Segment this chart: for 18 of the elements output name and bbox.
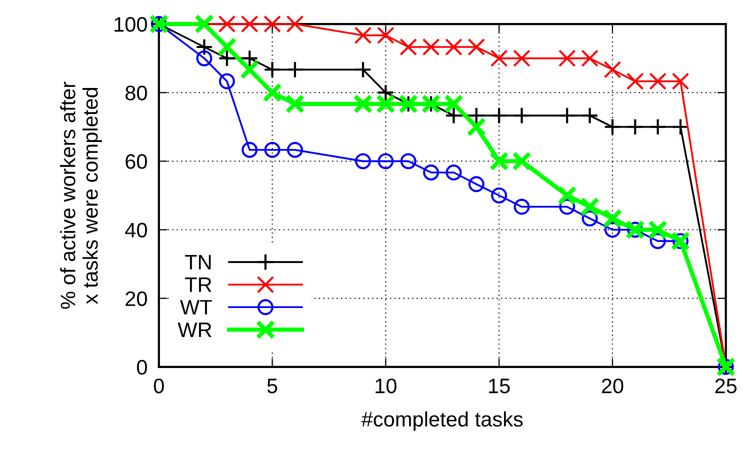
y-tick-label: 20: [126, 291, 147, 306]
legend-label: WT: [180, 300, 212, 314]
y-tick-label: 40: [125, 222, 147, 238]
x-tick-label: 15: [489, 378, 510, 394]
x-tick-label: 10: [376, 378, 396, 394]
y-axis-title: % of active workers after x tasks were completed: [60, 82, 102, 309]
x-tick-label: 20: [602, 378, 624, 394]
y-tick-label: 100: [114, 17, 147, 32]
y-tick-label: 80: [126, 86, 147, 100]
legend-label: WR: [178, 322, 212, 337]
y-tick-label: 0: [137, 360, 147, 375]
x-tick-label: 5: [267, 378, 278, 394]
x-tick-label: 25: [715, 378, 737, 394]
x-tick-label: 0: [154, 378, 164, 394]
x-axis-title: #completed tasks: [361, 411, 523, 431]
legend-label: TN: [185, 255, 211, 270]
legend-label: TR: [185, 278, 212, 292]
y-tick-label: 60: [126, 154, 147, 169]
